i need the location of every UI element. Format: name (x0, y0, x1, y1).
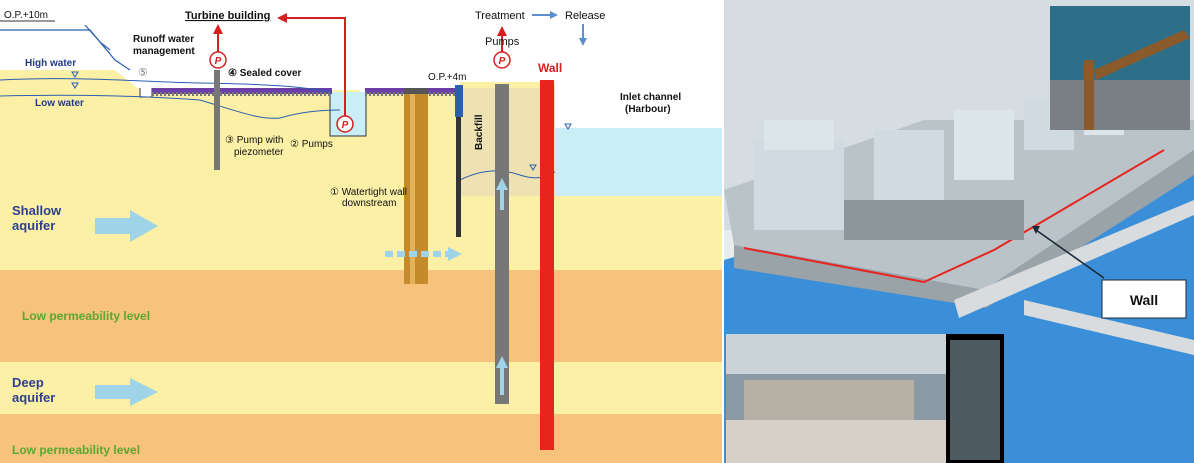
pumps-top-label: Pumps (485, 36, 520, 48)
low-water-label: Low water (35, 98, 84, 109)
op-top-label: O.P.+10m (4, 10, 48, 21)
release-label: Release (565, 10, 605, 22)
circle-5-label: ⑤ (138, 67, 148, 79)
wall-label-left: Wall (538, 61, 562, 75)
treatment-label: Treatment (475, 10, 525, 22)
pump-glyph-2: P (342, 120, 349, 131)
inlet-label-1: Inlet channel (620, 92, 681, 103)
wall-callout-label: Wall (1130, 292, 1158, 308)
low-permeability-label-1: Low permeability level (22, 309, 150, 323)
cross-section-diagram: P P P O.P.+10m Turbine building Treatmen… (0, 10, 722, 463)
op-4m-label: O.P.+4m (428, 72, 466, 83)
piezometer-shaft (214, 70, 220, 170)
pump-piezometer-label-1: ③ Pump with (225, 135, 283, 146)
wall-callout-box (1101, 279, 1187, 319)
harbour-water (555, 128, 722, 196)
high-water-line (0, 78, 331, 93)
pump-glyph-1: P (215, 56, 222, 67)
shallow-aquifer-label-2: aquifer (12, 218, 55, 233)
deep-aquifer-label-1: Deep (12, 375, 44, 390)
aerial-rendering: Wall (724, 0, 1194, 463)
sealed-cover-left (152, 88, 332, 94)
pump-symbol-piezometer (209, 51, 227, 69)
low-permeability-band-2 (0, 414, 722, 463)
low-permeability-label-2: Low permeability level (12, 443, 140, 457)
pump-piezometer-label-2: piezometer (234, 147, 284, 158)
pump-glyph-3: P (499, 56, 506, 67)
low-permeability-band-1 (0, 270, 722, 362)
pumps-2-label: ② Pumps (290, 139, 333, 150)
runoff-label-1: Runoff water (133, 34, 194, 45)
wall-callout-arrow (1035, 229, 1105, 279)
sea-wall (540, 80, 554, 450)
shallow-flow-arrow (95, 210, 158, 242)
pump-symbol-pumps (336, 115, 354, 133)
sealed-cover-label: ④ Sealed cover (228, 68, 302, 79)
high-water-label: High water (25, 58, 76, 69)
watertight-label-1: ① Watertight wall (330, 187, 407, 198)
pump-line-to-turbine (285, 17, 346, 120)
watertight-label-2: downstream (342, 198, 396, 209)
shallow-aquifer-label-1: Shallow (12, 203, 62, 218)
deep-aquifer-label-2: aquifer (12, 390, 55, 405)
inlet-label-2: (Harbour) (625, 104, 671, 115)
backfill-label: Backfill (474, 114, 485, 150)
pump-symbol-top (493, 51, 511, 69)
sheet-pile (456, 92, 461, 237)
turbine-building-label: Turbine building (185, 10, 270, 22)
deep-pump-well (495, 84, 509, 404)
runoff-label-2: management (133, 46, 195, 57)
deep-flow-arrow (95, 378, 158, 406)
sea-wall-line (743, 149, 1165, 284)
